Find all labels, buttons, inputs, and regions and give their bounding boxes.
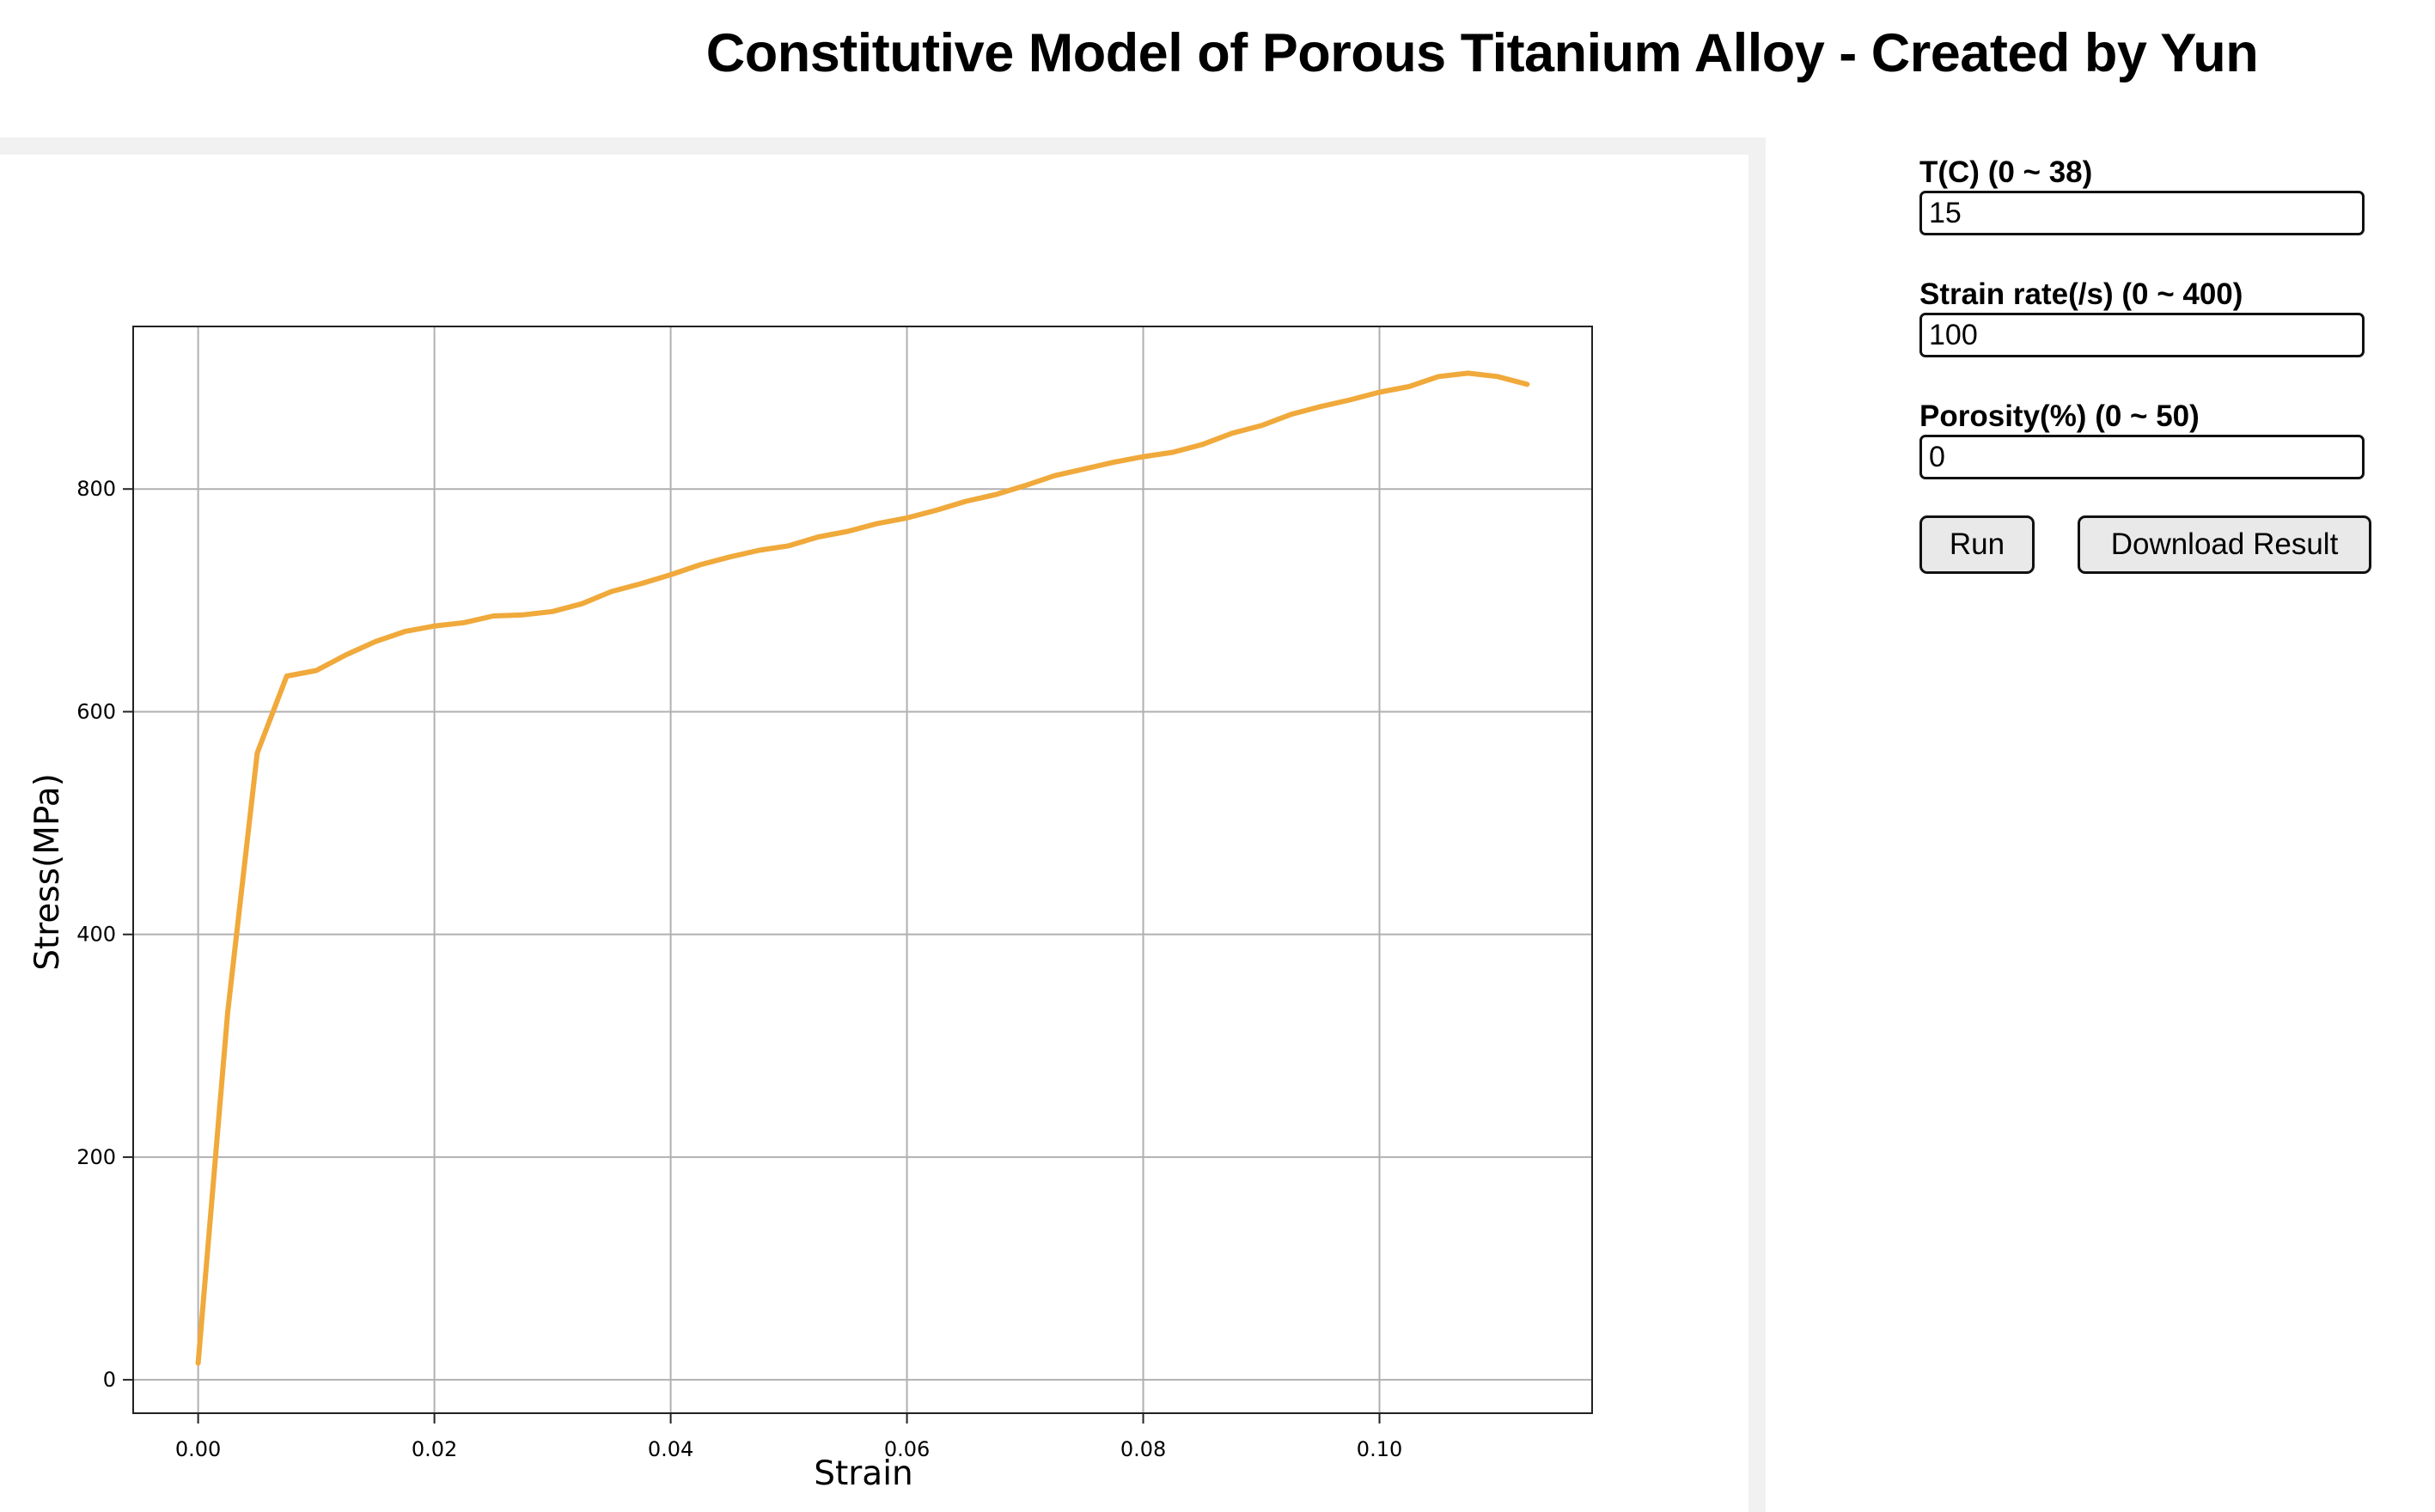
x-tick-label: 0.08 xyxy=(1120,1437,1166,1461)
y-axis-label: Stress(MPa) xyxy=(28,773,67,971)
x-axis-label: Strain xyxy=(814,1454,913,1493)
x-tick-label: 0.06 xyxy=(884,1437,930,1461)
x-tick-label: 0.00 xyxy=(175,1437,221,1461)
temperature-label: T(C) (0 ~ 38) xyxy=(1919,155,2093,189)
x-tick-label: 0.02 xyxy=(412,1437,457,1461)
y-tick-label: 400 xyxy=(76,923,116,947)
page-title: Constitutive Model of Porous Titanium Al… xyxy=(705,23,2259,83)
porosity-input[interactable] xyxy=(1919,435,2365,479)
y-axis-ticks: 0 200 400 600 800 xyxy=(76,477,133,1392)
strain-rate-input[interactable] xyxy=(1919,313,2365,357)
temperature-input[interactable] xyxy=(1919,191,2365,235)
plot-frame xyxy=(132,326,1593,1414)
x-tick-label: 0.10 xyxy=(1357,1437,1402,1461)
y-tick-label: 0 xyxy=(103,1368,116,1392)
y-tick-label: 600 xyxy=(76,699,116,723)
x-axis-ticks: 0.00 0.02 0.04 0.06 0.08 0.10 xyxy=(175,1413,1402,1461)
porosity-label: Porosity(%) (0 ~ 50) xyxy=(1919,399,2200,433)
download-result-button[interactable]: Download Result xyxy=(2078,515,2371,574)
y-tick-label: 200 xyxy=(76,1145,116,1169)
x-tick-label: 0.04 xyxy=(648,1437,693,1461)
plot-panel xyxy=(0,137,1766,1512)
strain-rate-label: Strain rate(/s) (0 ~ 400) xyxy=(1919,277,2243,311)
stress-strain-chart: 0.00 0.02 0.04 0.06 0.08 0.10 0 200 400 600 800 S… xyxy=(28,326,1593,1493)
controls-panel: T(C) (0 ~ 38) Strain rate(/s) (0 ~ 400) … xyxy=(1919,155,2435,574)
y-tick-label: 800 xyxy=(76,477,116,501)
button-row: Run Download Result xyxy=(1919,515,2435,574)
run-button[interactable]: Run xyxy=(1919,515,2035,574)
grid-lines xyxy=(133,326,1592,1413)
stress-strain-curve xyxy=(195,370,1530,1366)
